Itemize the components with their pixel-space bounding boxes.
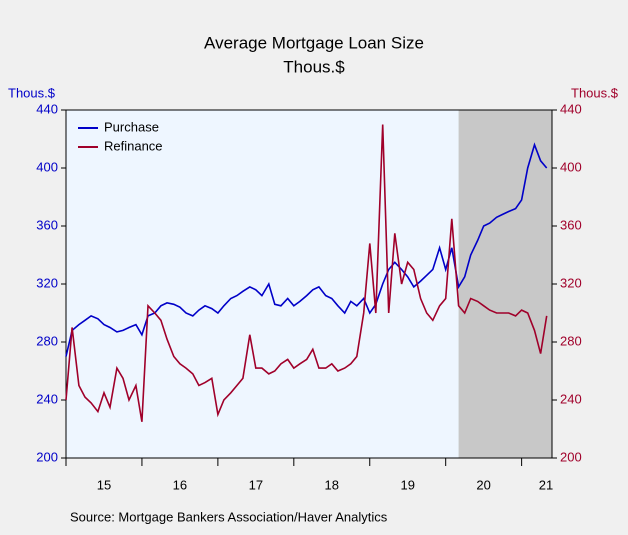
x-tick-label: 21 — [539, 477, 553, 492]
y-tick-label: 360 — [36, 217, 58, 232]
y-tick-label: 440 — [36, 101, 58, 116]
y2-tick-label: 320 — [560, 275, 582, 290]
x-tick-label: 15 — [97, 477, 111, 492]
data-line — [65, 142, 548, 357]
data-line — [65, 124, 548, 422]
y2-tick-label: 400 — [560, 159, 582, 174]
x-tick-label: 17 — [249, 477, 263, 492]
source-note: Source: Mortgage Bankers Association/Hav… — [70, 509, 388, 524]
y-tick-label: 320 — [36, 275, 58, 290]
chart-subtitle: Thous.$ — [283, 57, 345, 76]
y-tick-label: 400 — [36, 159, 58, 174]
legend-label: Refinance — [104, 138, 163, 153]
y2-tick-label: 200 — [560, 449, 582, 464]
y-tick-label: 280 — [36, 333, 58, 348]
x-tick-label: 20 — [476, 477, 490, 492]
x-tick-label: 18 — [325, 477, 339, 492]
chart-title: Average Mortgage Loan Size — [204, 33, 424, 52]
y-tick-label: 240 — [36, 391, 58, 406]
y2-tick-label: 360 — [560, 217, 582, 232]
x-tick-label: 19 — [400, 477, 414, 492]
shaded-period — [458, 110, 552, 458]
y-axis-label: Thous.$ — [8, 85, 56, 100]
y2-tick-label: 240 — [560, 391, 582, 406]
y2-tick-label: 440 — [560, 101, 582, 116]
y-tick-label: 200 — [36, 449, 58, 464]
y2-tick-label: 280 — [560, 333, 582, 348]
x-tick-label: 16 — [173, 477, 187, 492]
legend-label: Purchase — [104, 119, 159, 134]
y2-axis-label: Thous.$ — [571, 85, 619, 100]
